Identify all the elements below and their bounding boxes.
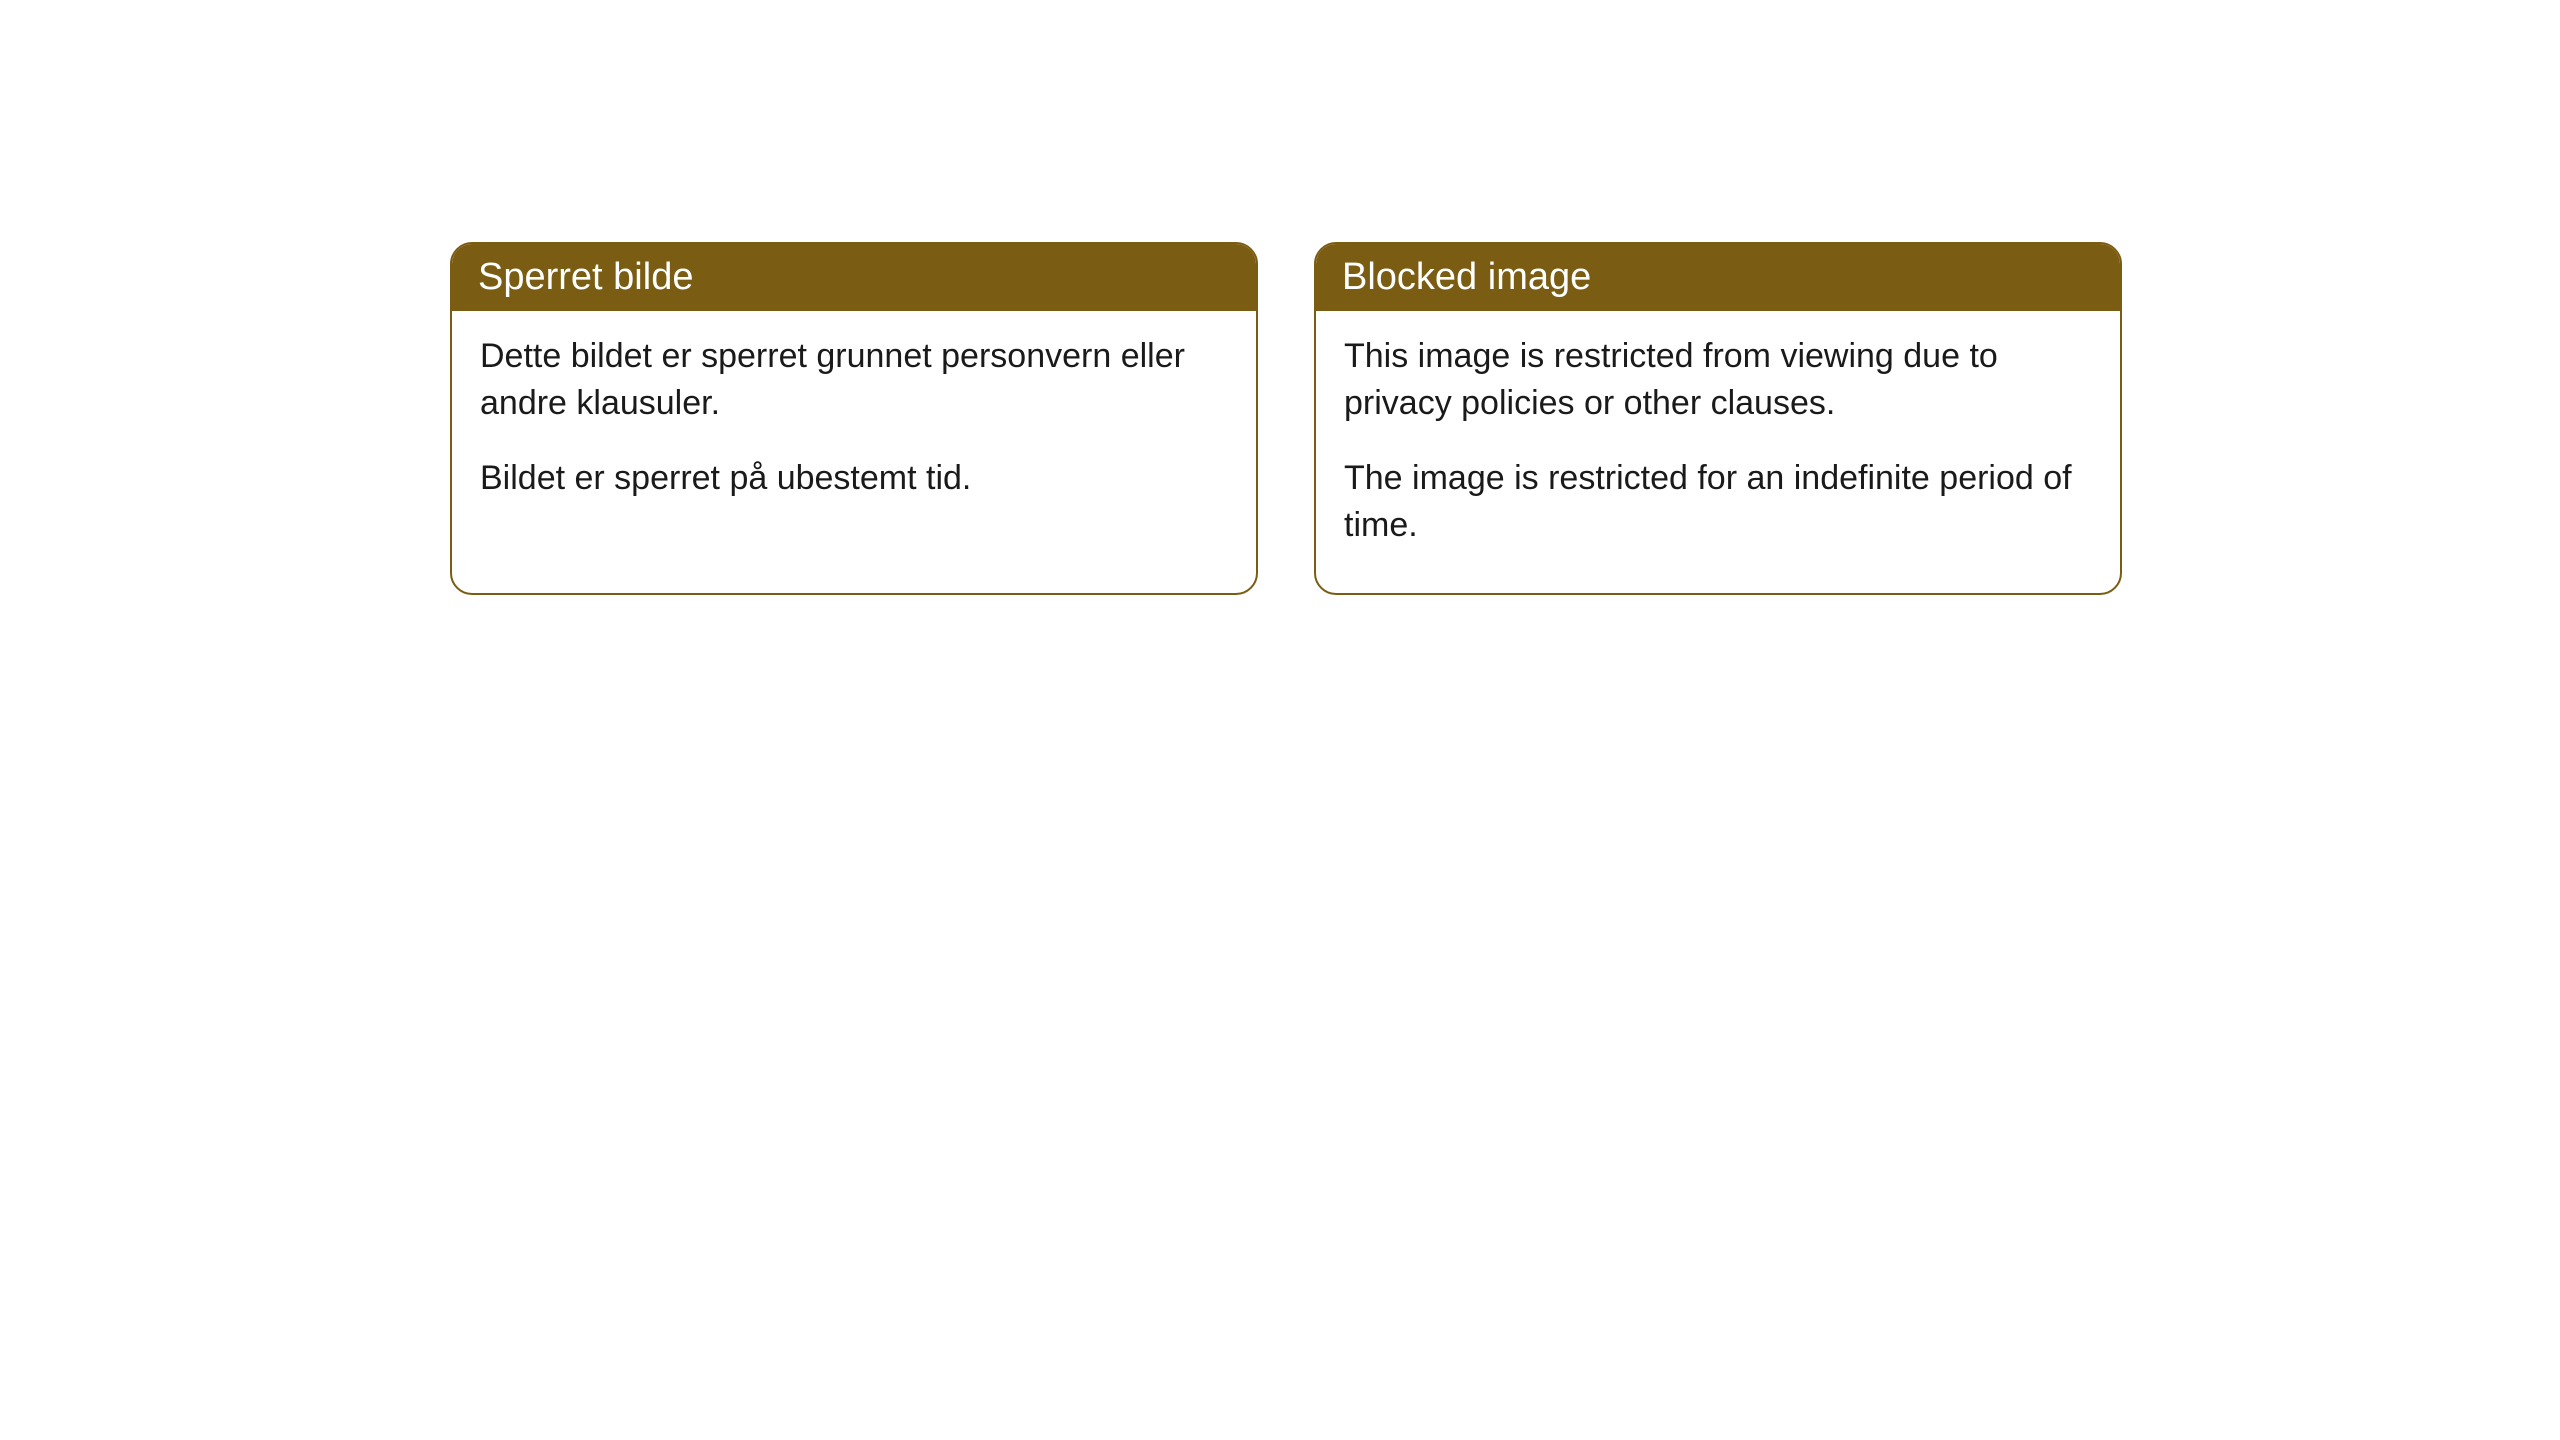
notice-card-norwegian: Sperret bilde Dette bildet er sperret gr… bbox=[450, 242, 1258, 595]
card-paragraph-2-norwegian: Bildet er sperret på ubestemt tid. bbox=[480, 455, 1228, 502]
card-body-norwegian: Dette bildet er sperret grunnet personve… bbox=[452, 311, 1256, 546]
card-title-norwegian: Sperret bilde bbox=[478, 256, 693, 298]
card-header-english: Blocked image bbox=[1316, 244, 2120, 311]
notice-card-english: Blocked image This image is restricted f… bbox=[1314, 242, 2122, 595]
card-header-norwegian: Sperret bilde bbox=[452, 244, 1256, 311]
card-title-english: Blocked image bbox=[1342, 256, 1591, 298]
notice-cards-container: Sperret bilde Dette bildet er sperret gr… bbox=[450, 242, 2122, 595]
card-paragraph-1-english: This image is restricted from viewing du… bbox=[1344, 333, 2092, 427]
card-paragraph-2-english: The image is restricted for an indefinit… bbox=[1344, 455, 2092, 549]
card-paragraph-1-norwegian: Dette bildet er sperret grunnet personve… bbox=[480, 333, 1228, 427]
card-body-english: This image is restricted from viewing du… bbox=[1316, 311, 2120, 593]
